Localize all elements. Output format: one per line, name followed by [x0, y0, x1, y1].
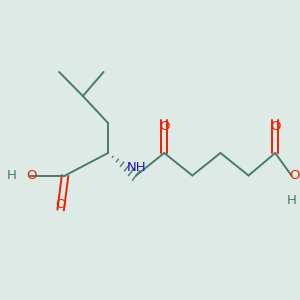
Text: O: O — [159, 119, 169, 133]
Text: O: O — [289, 169, 300, 182]
Text: O: O — [270, 119, 280, 133]
Text: H: H — [6, 169, 16, 182]
Text: O: O — [26, 169, 36, 182]
Text: O: O — [56, 198, 66, 211]
Text: H: H — [286, 194, 296, 208]
Text: NH: NH — [126, 160, 146, 174]
